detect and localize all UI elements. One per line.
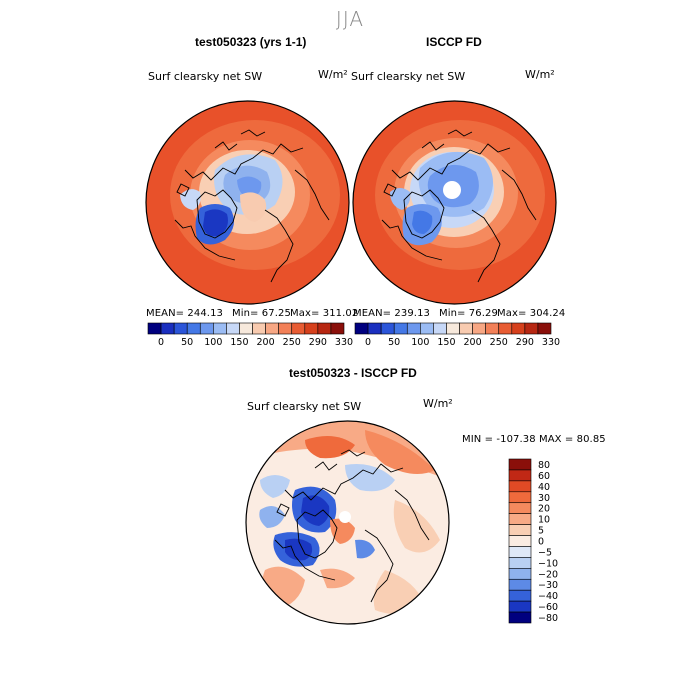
diff-colorbar-swatch (508, 557, 532, 569)
right-colorbar-tick-label: 330 (542, 337, 560, 348)
right-colorbar-tick-label: 200 (464, 337, 482, 348)
diff-colorbar-tick-label: 10 (538, 515, 550, 526)
left-colorbar-tick-label: 250 (283, 337, 301, 348)
right-panel-title: ISCCP FD (426, 35, 482, 49)
right-colorbar-tick-label: 290 (516, 337, 534, 348)
right-colorbar-swatch (485, 322, 500, 335)
left-colorbar-swatch (317, 322, 332, 335)
right-colorbar-swatch (511, 322, 526, 335)
right-colorbar-tick-label: 150 (437, 337, 455, 348)
diff-polar-map (245, 420, 450, 625)
diff-colorbar-swatch (508, 578, 532, 591)
diff-colorbar-swatch (508, 589, 532, 602)
left-colorbar-tick-label: 330 (335, 337, 353, 348)
diff-colorbar-swatch (508, 502, 532, 514)
left-colorbar-tick-label: 290 (309, 337, 327, 348)
left-colorbar-swatch (252, 322, 266, 335)
diff-colorbar-swatch (508, 600, 532, 613)
right-colorbar-swatch (537, 322, 552, 335)
diff-colorbar-tick-label: −10 (538, 558, 558, 569)
diff-colorbar-tick-label: −60 (538, 602, 558, 613)
season-title: JJA (335, 7, 365, 31)
left-colorbar-swatch (291, 322, 306, 335)
left-colorbar-swatch (199, 322, 214, 335)
left-panel-title: test050323 (yrs 1-1) (195, 35, 307, 49)
diff-colorbar-swatch (508, 611, 532, 624)
right-colorbar-swatch (498, 322, 513, 335)
right-colorbar-swatch (433, 322, 447, 335)
diff-colorbar-swatch (508, 568, 532, 580)
right-colorbar-swatch (446, 322, 460, 335)
diff-colorbar-swatch (508, 524, 532, 536)
left-colorbar-swatch (147, 322, 162, 335)
left-colorbar-tick-label: 150 (230, 337, 248, 348)
diff-colorbar-swatch (508, 535, 532, 547)
left-colorbar-tick-label: 50 (181, 337, 193, 348)
diff-colorbar-tick-label: 30 (538, 493, 550, 504)
right-colorbar-swatch (354, 322, 369, 335)
right-colorbar-swatch (393, 322, 408, 335)
left-stats-max: Max= 311.02 (290, 308, 359, 319)
right-stats-max: Max= 304.24 (497, 308, 566, 319)
left-panel-field-label: Surf clearsky net SW (148, 70, 263, 83)
diff-colorbar-tick-label: −5 (538, 547, 552, 558)
diff-colorbar-tick-label: −30 (538, 580, 558, 591)
right-colorbar-swatch (524, 322, 539, 335)
right-stats-min: Min= 76.29 (439, 308, 498, 319)
right-colorbar-swatch (406, 322, 421, 335)
diff-colorbar-tick-label: −20 (538, 569, 558, 580)
diff-colorbar-swatch (508, 546, 532, 558)
diff-colorbar-tick-label: −40 (538, 591, 558, 602)
diff-colorbar-swatch (508, 458, 532, 471)
diff-colorbar-tick-label: 80 (538, 460, 550, 471)
diff-colorbar-swatch (508, 480, 532, 493)
right-colorbar-swatch (420, 322, 434, 335)
left-polar-map (145, 100, 350, 305)
left-colorbar-swatch (160, 322, 175, 335)
diff-colorbar-tick-label: 0 (538, 537, 544, 548)
diff-colorbar-tick-label: −80 (538, 613, 558, 624)
diff-colorbar-swatch (508, 513, 532, 525)
left-colorbar: 0 50 100 150 200 250 290 330 (147, 322, 353, 348)
left-colorbar-swatch (278, 322, 293, 335)
right-colorbar-tick-label: 250 (490, 337, 508, 348)
right-colorbar-tick-label: 50 (388, 337, 400, 348)
right-colorbar-swatch (472, 322, 486, 335)
right-colorbar: 0 50 100 150 200 250 290 330 (354, 322, 560, 348)
left-colorbar-swatch (330, 322, 345, 335)
left-colorbar-swatch (226, 322, 240, 335)
left-colorbar-tick-label: 0 (158, 337, 164, 348)
left-colorbar-swatch (213, 322, 227, 335)
left-colorbar-tick-label: 100 (204, 337, 222, 348)
diff-panel-title: test050323 - ISCCP FD (289, 366, 417, 380)
left-colorbar-swatch (186, 322, 201, 335)
left-stats-mean: MEAN= 244.13 (146, 308, 224, 319)
diff-colorbar-swatch (508, 469, 532, 482)
left-colorbar-swatch (265, 322, 279, 335)
left-colorbar-tick-label: 200 (257, 337, 275, 348)
right-colorbar-swatch (380, 322, 395, 335)
right-panel-field-label: Surf clearsky net SW (351, 70, 466, 83)
right-polar-map (352, 100, 557, 305)
diff-colorbar-tick-label: 5 (538, 526, 544, 537)
diff-panel-field-label: Surf clearsky net SW (247, 400, 362, 413)
diff-colorbar-tick-label: 40 (538, 482, 550, 493)
left-panel-unit: W/m² (318, 68, 348, 81)
right-colorbar-tick-label: 100 (411, 337, 429, 348)
diff-minmax: MIN = -107.38 MAX = 80.85 (462, 434, 606, 445)
diff-colorbar-tick-label: 20 (538, 504, 550, 515)
diff-colorbar-swatch (508, 491, 532, 504)
right-colorbar-swatch (459, 322, 473, 335)
diff-panel-unit: W/m² (423, 397, 453, 410)
right-stats-mean: MEAN= 239.13 (353, 308, 431, 319)
right-colorbar-swatch (367, 322, 382, 335)
right-colorbar-tick-label: 0 (365, 337, 371, 348)
left-colorbar-swatch (304, 322, 319, 335)
left-colorbar-swatch (173, 322, 188, 335)
left-colorbar-swatch (239, 322, 253, 335)
left-stats-min: Min= 67.25 (232, 308, 291, 319)
right-panel-unit: W/m² (525, 68, 555, 81)
diff-colorbar-tick-label: 60 (538, 471, 550, 482)
